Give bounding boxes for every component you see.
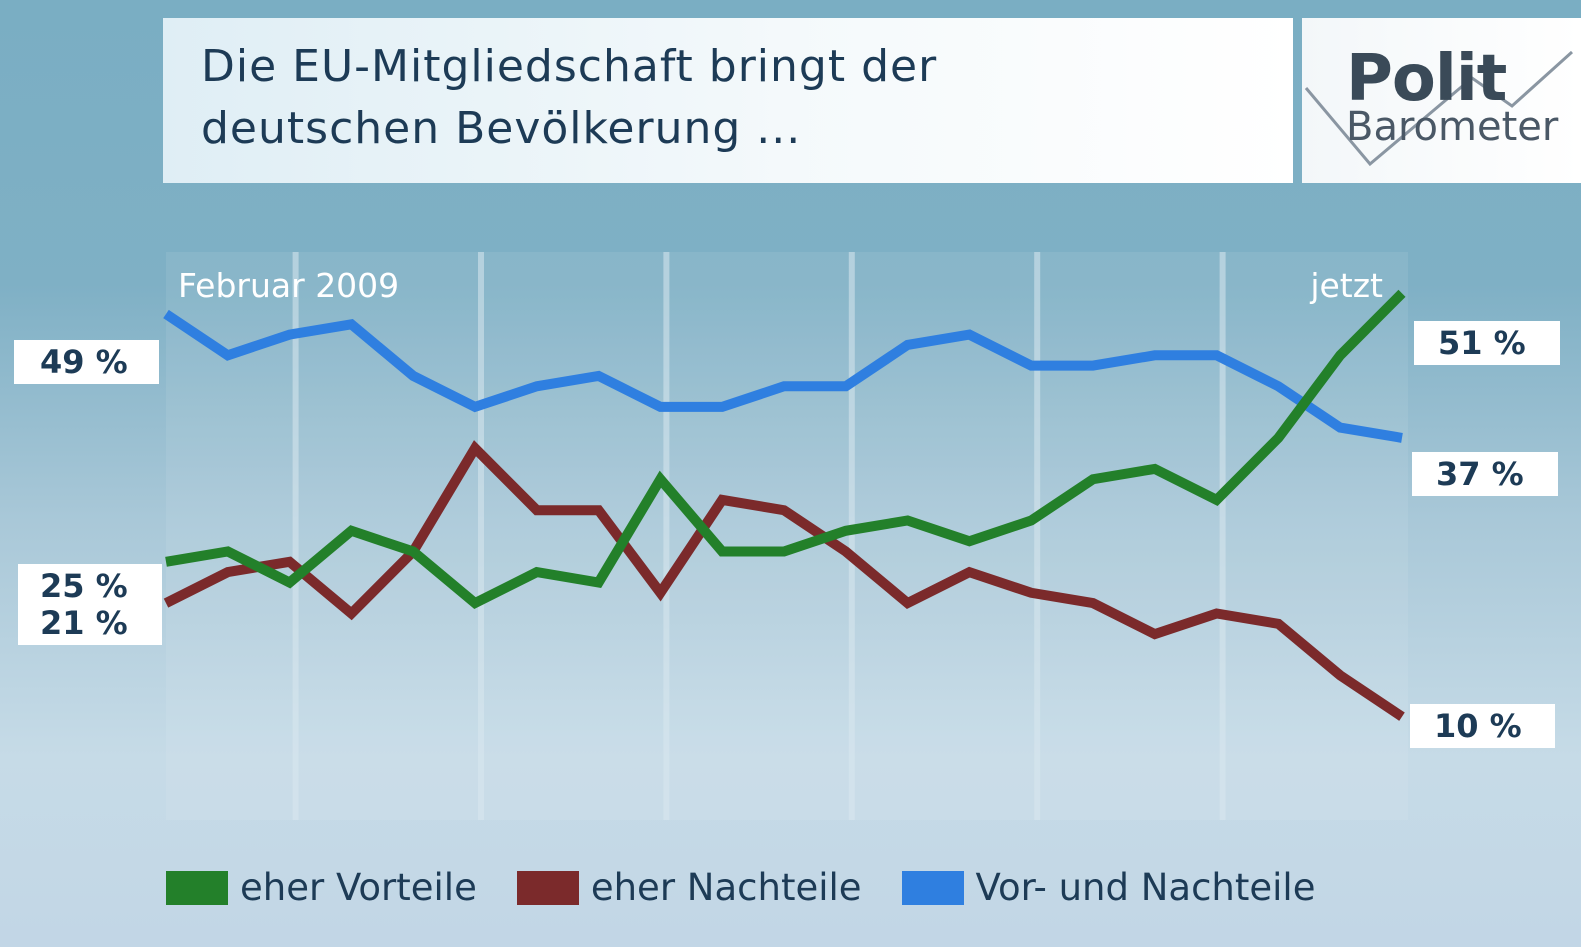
start-label-eher-vorteile: 25 %	[40, 567, 128, 605]
end-label-vor-und-nachteile: 37 %	[1436, 455, 1524, 493]
start-label-vor-und-nachteile: 49 %	[40, 343, 128, 381]
end-label-eher-vorteile: 51 %	[1438, 324, 1526, 362]
callout-right-vor-und-nachteile: 37 %	[1412, 452, 1558, 496]
series-line-vor-und-nachteile	[163, 309, 1403, 443]
legend-label: eher Nachteile	[590, 866, 862, 909]
politbarometer-logo: Polit Barometer	[1302, 18, 1581, 183]
checkmark-logo-icon	[1304, 50, 1574, 167]
legend-item-vor-und-nachteile: Vor- und Nachteile	[901, 866, 1316, 909]
x-end-label: jetzt	[1309, 266, 1383, 305]
chart-title: Die EU-Mitgliedschaft bringt der deutsch…	[201, 41, 938, 154]
start-label-eher-nachteile: 21 %	[40, 604, 128, 642]
title-panel: Die EU-Mitgliedschaft bringt der deutsch…	[163, 18, 1293, 183]
legend-swatch-red	[516, 870, 579, 905]
series-line-eher-nachteile	[163, 440, 1405, 721]
legend-swatch-blue	[901, 870, 964, 905]
callout-right-nachteile: 10 %	[1410, 704, 1555, 748]
legend-label: eher Vorteile	[240, 866, 477, 909]
callout-right-vorteile: 51 %	[1414, 321, 1560, 365]
chart-legend: eher Vorteile eher Nachteile Vor- und Na…	[166, 866, 1355, 909]
logo-polit-text: Polit	[1346, 42, 1507, 116]
legend-swatch-green	[166, 870, 228, 905]
callout-left-top: 49 %	[14, 340, 159, 384]
legend-item-eher-nachteile: eher Nachteile	[516, 866, 862, 909]
legend-label: Vor- und Nachteile	[975, 866, 1316, 909]
series-line-eher-vorteile	[165, 289, 1406, 610]
logo-barometer-text: Barometer	[1346, 104, 1559, 150]
legend-item-eher-vorteile: eher Vorteile	[166, 866, 477, 909]
x-start-label: Februar 2009	[178, 266, 399, 305]
end-label-eher-nachteile: 10 %	[1434, 707, 1522, 745]
callout-left-bottom: 25 % 21 %	[18, 564, 162, 645]
